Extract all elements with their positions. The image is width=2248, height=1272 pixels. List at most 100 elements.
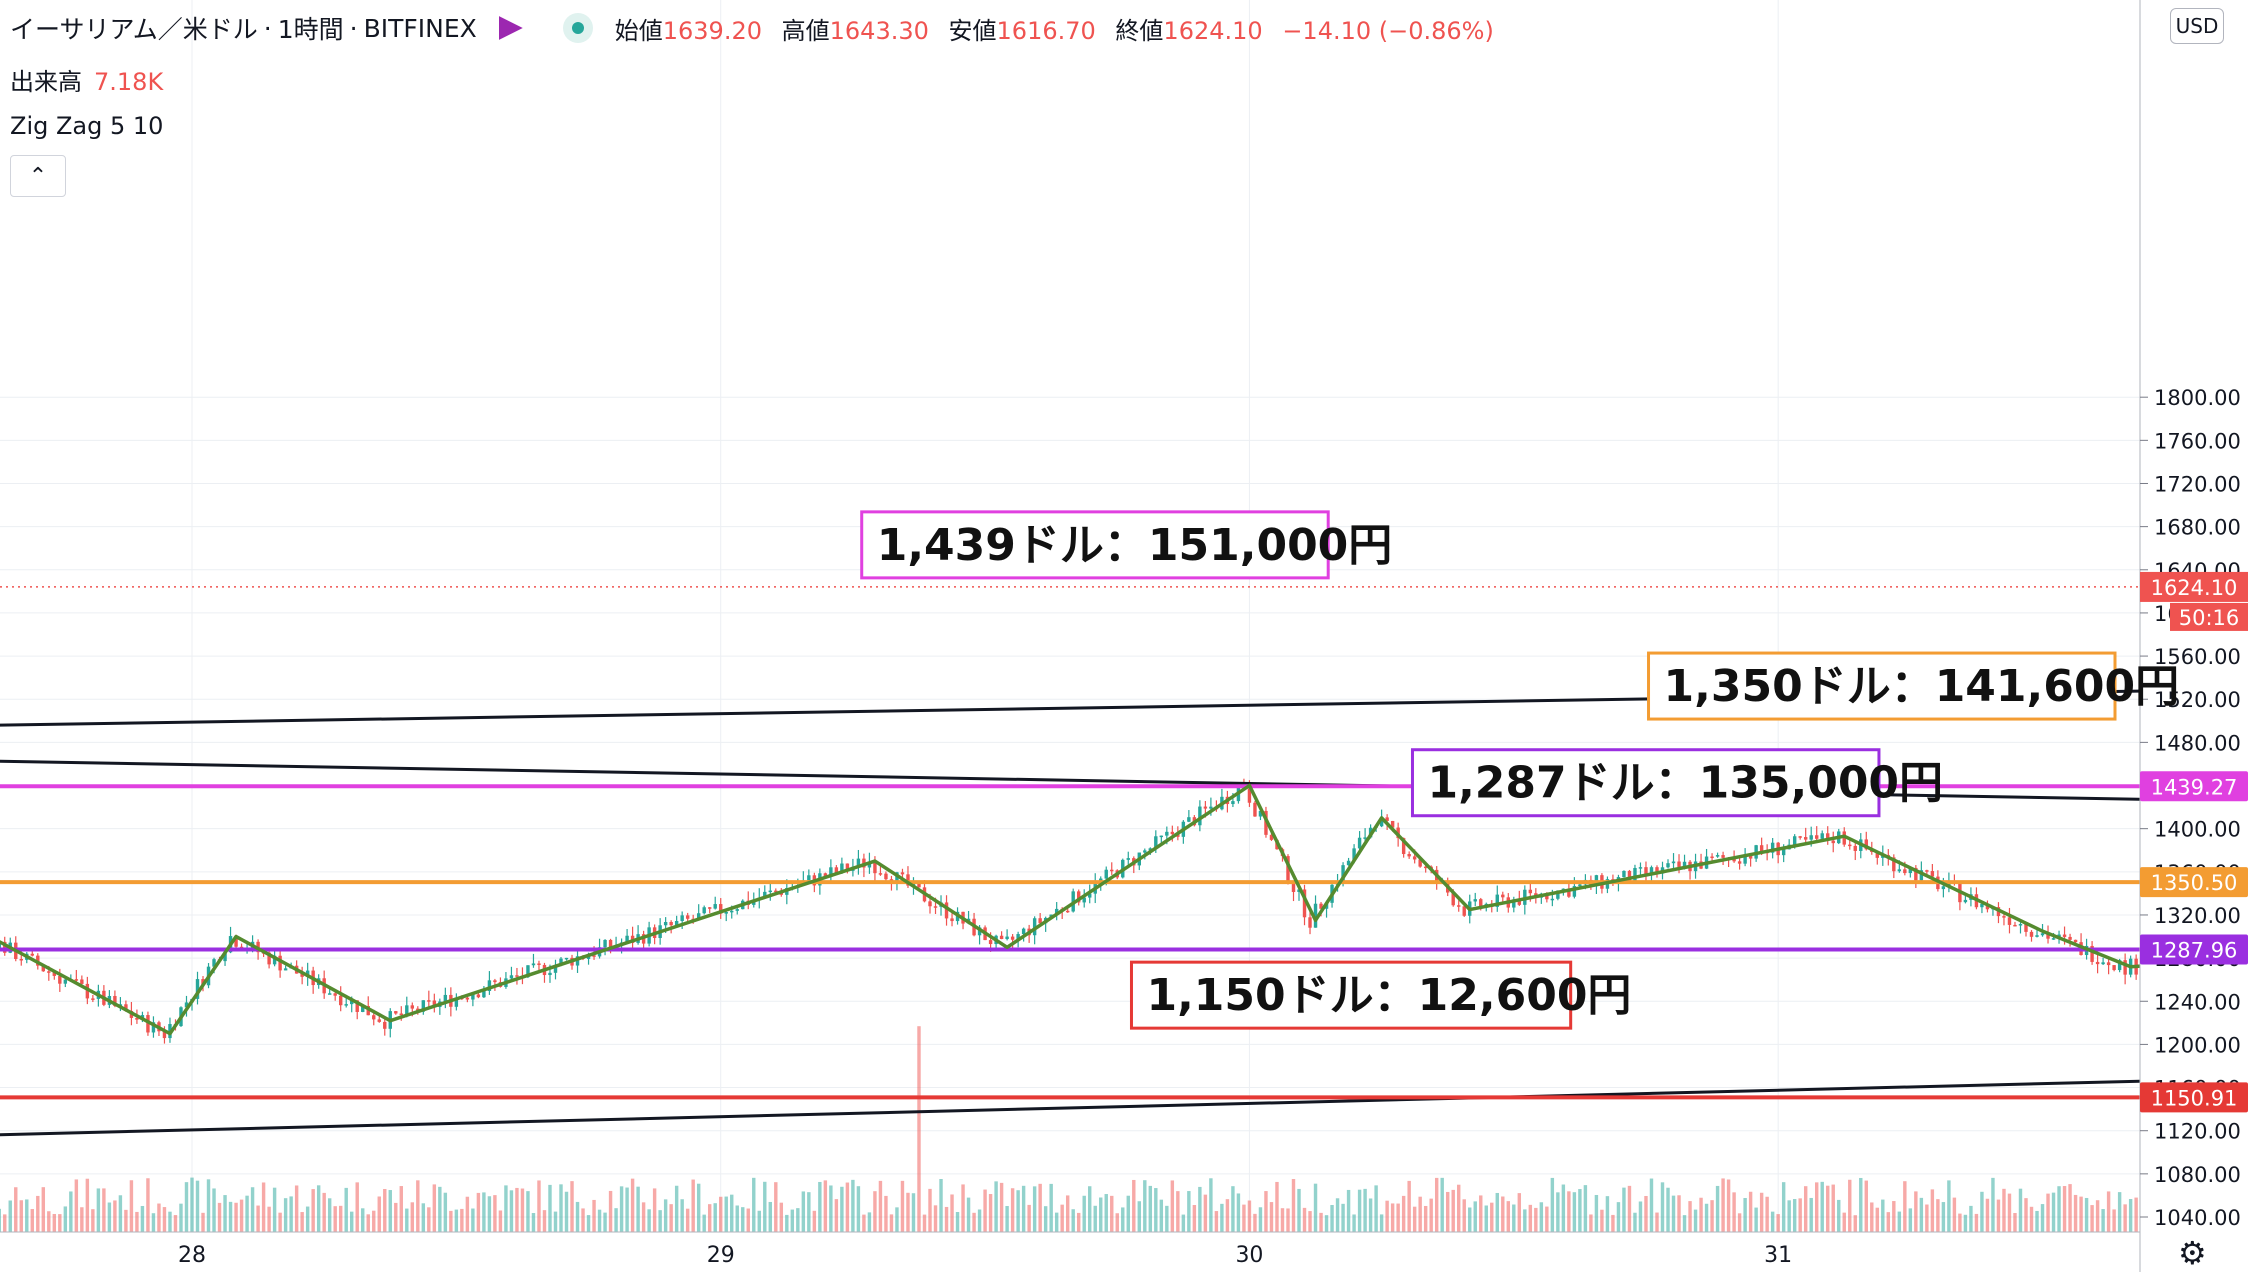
volume-bar	[1611, 1214, 1615, 1232]
currency-button[interactable]: USD	[2170, 8, 2224, 44]
market-status-icon[interactable]	[562, 13, 593, 43]
candle-body	[840, 863, 844, 873]
volume-bar	[1572, 1192, 1577, 1232]
candle-body	[212, 959, 216, 967]
volume-bar	[933, 1205, 938, 1232]
volume-bar	[1963, 1214, 1968, 1232]
volume-bar	[1991, 1177, 1995, 1232]
volume-bar	[350, 1211, 354, 1232]
indicator-legend[interactable]: Zig Zag 5 10	[10, 112, 164, 140]
candle-body	[2106, 962, 2111, 966]
volume-bar	[614, 1208, 618, 1232]
volume-bars	[0, 1026, 2248, 1232]
volume-bar	[1065, 1195, 1070, 1232]
volume-bar	[1363, 1188, 1367, 1232]
candle-body	[1346, 860, 1351, 866]
volume-bar	[2040, 1204, 2045, 1232]
candle-body	[548, 972, 552, 976]
volume-bar	[421, 1203, 426, 1232]
volume-bar	[85, 1178, 90, 1232]
volume-bar	[1803, 1186, 1808, 1232]
volume-bar	[1947, 1180, 1951, 1232]
candle-body	[1809, 835, 1813, 840]
candle-body	[2090, 945, 2094, 962]
volume-bar	[1903, 1181, 1907, 1232]
volume-bar	[1330, 1205, 1334, 1232]
symbol-name[interactable]: イーサリアム／米ドル	[10, 15, 258, 44]
collapse-legend-button[interactable]: ⌃	[10, 155, 66, 197]
volume-bar	[713, 1203, 717, 1232]
open-label: 始値	[614, 16, 663, 45]
volume-bar	[625, 1187, 629, 1232]
volume-bar	[917, 1026, 921, 1232]
trendline	[0, 759, 2248, 803]
volume-bar	[1853, 1215, 1857, 1232]
candle-body	[999, 935, 1004, 940]
change-value: −14.10 (−0.86%)	[1282, 16, 1494, 45]
volume-bar	[988, 1194, 993, 1232]
volume-bar	[1578, 1189, 1582, 1232]
volume-bar	[482, 1192, 486, 1232]
volume-bar	[140, 1205, 145, 1232]
volume-bar	[1231, 1186, 1235, 1232]
candle-body	[91, 998, 95, 1000]
price-tick-label: 1040.00	[2154, 1206, 2241, 1230]
volume-bar	[719, 1196, 723, 1232]
volume-bar	[91, 1209, 95, 1232]
volume-bar	[2084, 1197, 2089, 1232]
candle-body	[1187, 817, 1191, 822]
candle-body	[724, 912, 728, 914]
volume-bar	[179, 1203, 183, 1232]
candle-body	[1423, 866, 1428, 869]
candle-body	[608, 939, 613, 948]
volume-bar	[250, 1187, 255, 1232]
candle-body	[1622, 870, 1626, 878]
candle-body	[2123, 960, 2127, 975]
interval-label[interactable]: 1時間	[277, 15, 344, 44]
trendline	[0, 687, 2248, 727]
volume-bar	[1407, 1180, 1411, 1232]
candle-body	[1853, 845, 1857, 851]
candle-body	[1352, 848, 1356, 861]
volume-bar	[2024, 1198, 2028, 1232]
volume-bar	[1302, 1207, 1307, 1232]
candle-body	[1104, 869, 1108, 879]
volume-bar	[928, 1188, 932, 1232]
volume-bar	[509, 1190, 514, 1232]
flag-icon[interactable]	[498, 16, 523, 40]
candle-body	[1848, 844, 1852, 847]
volume-bar	[113, 1200, 117, 1232]
volume-bar	[1974, 1213, 1979, 1232]
exchange-label: BITFINEX	[363, 13, 477, 43]
volume-bar	[889, 1214, 894, 1232]
volume-bar	[851, 1179, 855, 1232]
candle-body	[2013, 924, 2017, 927]
volume-bar	[1649, 1178, 1654, 1232]
volume-bar	[383, 1188, 387, 1232]
volume-bar	[1418, 1196, 1422, 1232]
candle-body	[47, 971, 51, 973]
volume-bar	[449, 1210, 453, 1232]
candle-body	[685, 915, 690, 919]
volume-bar	[2079, 1196, 2083, 1232]
candle-body	[1258, 810, 1263, 817]
gear-icon[interactable]: ⚙	[2178, 1234, 2207, 1272]
volume-bar	[862, 1214, 866, 1232]
volume-bar	[1732, 1192, 1736, 1232]
candle-body	[1528, 889, 1533, 894]
candle-body	[327, 993, 332, 995]
volume-bar	[1682, 1215, 1687, 1232]
candle-body	[1203, 806, 1208, 809]
candle-body	[2024, 924, 2028, 932]
candle-body	[1919, 870, 1924, 881]
volume-bar	[922, 1214, 927, 1232]
candle-body	[702, 907, 706, 914]
volume-bar	[884, 1195, 888, 1232]
price-tick-label: 1080.00	[2154, 1163, 2241, 1187]
volume-bar	[1721, 1178, 1725, 1232]
candle-body	[355, 1000, 359, 1012]
volume-bar	[1980, 1191, 1984, 1232]
volume-bar	[603, 1212, 607, 1232]
